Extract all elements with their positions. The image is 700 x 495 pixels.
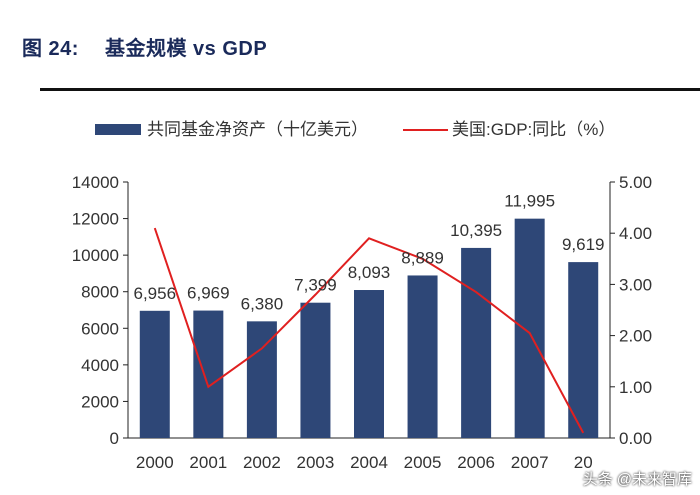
bar-2000 bbox=[139, 310, 170, 438]
y-left-tick-label: 6000 bbox=[81, 319, 119, 338]
y-right-tick-label: 3.00 bbox=[619, 275, 652, 294]
bar-value-label: 9,619 bbox=[562, 235, 605, 254]
title-divider bbox=[40, 88, 700, 91]
bar-value-label: 6,380 bbox=[241, 294, 284, 313]
y-left-tick-label: 2000 bbox=[81, 392, 119, 411]
figure-number: 图 24: bbox=[22, 38, 79, 60]
legend-bar-label: 共同基金净资产（十亿美元） bbox=[147, 120, 368, 139]
y-left-tick-label: 12000 bbox=[72, 210, 119, 229]
bar-value-label: 6,956 bbox=[134, 284, 177, 303]
y-left-tick-label: 4000 bbox=[81, 356, 119, 375]
y-right-tick-label: 2.00 bbox=[619, 327, 652, 346]
x-tick-label: 2006 bbox=[457, 453, 495, 472]
x-tick-label: 2007 bbox=[511, 453, 549, 472]
y-right-tick-label: 5.00 bbox=[619, 173, 652, 192]
bar-2002 bbox=[246, 321, 277, 438]
y-right-tick-label: 1.00 bbox=[619, 378, 652, 397]
figure-title-text: 基金规模 vs GDP bbox=[104, 38, 268, 60]
y-left-tick-label: 10000 bbox=[72, 246, 119, 265]
y-right-tick-label: 0.00 bbox=[619, 429, 652, 448]
y-left-tick-label: 0 bbox=[110, 429, 119, 448]
bar-2001 bbox=[193, 310, 224, 438]
x-tick-label: 2001 bbox=[189, 453, 227, 472]
legend-bar-swatch bbox=[95, 124, 141, 135]
x-tick-label: 2002 bbox=[243, 453, 281, 472]
bar-value-label: 11,995 bbox=[504, 192, 555, 211]
y-left-tick-label: 8000 bbox=[81, 283, 119, 302]
bar-value-label: 8,889 bbox=[401, 248, 444, 267]
bar-2003 bbox=[300, 302, 331, 438]
bar-value-label: 10,395 bbox=[450, 221, 502, 240]
y-left-tick-label: 14000 bbox=[72, 173, 119, 192]
figure-title: 图 24: 基金规模 vs GDP bbox=[22, 32, 267, 61]
legend-line-label: 美国:GDP:同比（%） bbox=[452, 120, 615, 139]
bar-2008 bbox=[568, 262, 599, 438]
bar-2004 bbox=[354, 290, 384, 438]
bar-value-label: 8,093 bbox=[348, 263, 391, 282]
bar-value-label: 6,969 bbox=[187, 284, 230, 303]
watermark: 头条 @未来智库 bbox=[582, 471, 692, 488]
x-tick-label: 2005 bbox=[404, 453, 442, 472]
bar-2005 bbox=[407, 275, 438, 438]
bar-value-label: 7,399 bbox=[294, 276, 337, 295]
x-tick-label: 20 bbox=[574, 453, 593, 472]
bar-2007 bbox=[514, 218, 545, 438]
y-right-tick-label: 4.00 bbox=[619, 224, 652, 243]
x-tick-label: 2004 bbox=[350, 453, 388, 472]
x-tick-label: 2003 bbox=[297, 453, 335, 472]
x-tick-label: 2000 bbox=[136, 453, 174, 472]
bar-2006 bbox=[461, 247, 492, 438]
